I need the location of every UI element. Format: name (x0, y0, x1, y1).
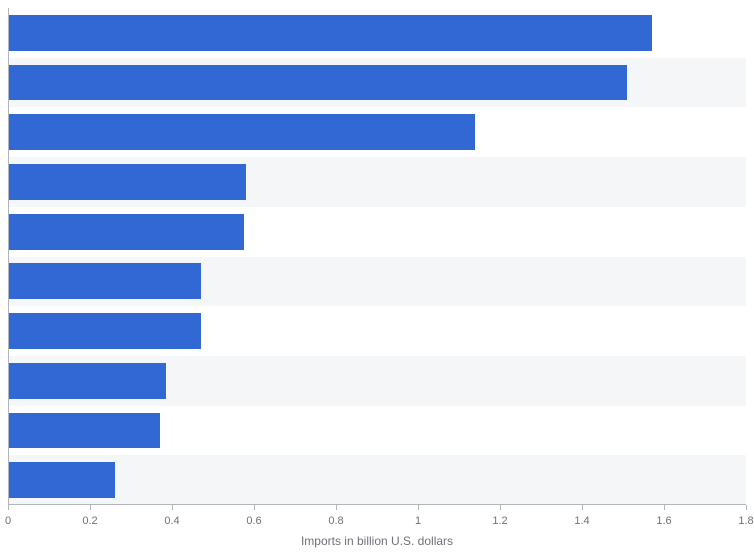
x-axis-label: Imports in billion U.S. dollars (0, 534, 754, 548)
plot-area (8, 8, 746, 505)
x-tick (336, 505, 337, 510)
x-tick (746, 505, 747, 510)
x-tick-label: 1.4 (574, 515, 589, 527)
chart-bar (8, 313, 201, 349)
x-tick (172, 505, 173, 510)
chart-row (8, 157, 746, 207)
x-tick-label: 0.4 (164, 515, 179, 527)
x-tick-label: 0.6 (246, 515, 261, 527)
chart-bar (8, 413, 160, 449)
x-tick (664, 505, 665, 510)
x-tick-label: 0 (5, 515, 11, 527)
chart-bar (8, 15, 652, 51)
chart-bar (8, 363, 166, 399)
y-axis-line (8, 8, 9, 505)
chart-bar (8, 65, 627, 101)
chart-row (8, 257, 746, 307)
chart-bar (8, 263, 201, 299)
chart-bar (8, 114, 475, 150)
x-tick (582, 505, 583, 510)
x-tick-label: 1.6 (656, 515, 671, 527)
chart-bar (8, 214, 244, 250)
x-tick (254, 505, 255, 510)
chart-row (8, 306, 746, 356)
chart-row (8, 107, 746, 157)
chart-bar (8, 164, 246, 200)
x-tick-label: 1.2 (492, 515, 507, 527)
x-tick (418, 505, 419, 510)
chart-row (8, 406, 746, 456)
imports-bar-chart: 0 0.2 0.4 0.6 0.8 1 1.2 1.4 1.6 1.8 Imports in bi… (0, 0, 754, 560)
x-tick (90, 505, 91, 510)
x-tick-label: 1 (415, 515, 421, 527)
x-tick-label: 0.2 (82, 515, 97, 527)
x-tick (8, 505, 9, 510)
x-axis-line (8, 504, 746, 505)
x-tick (500, 505, 501, 510)
chart-row (8, 455, 746, 505)
x-tick-label: 1.8 (738, 515, 753, 527)
chart-row (8, 58, 746, 108)
chart-row (8, 207, 746, 257)
chart-row (8, 356, 746, 406)
chart-bar (8, 462, 115, 498)
x-tick-label: 0.8 (328, 515, 343, 527)
chart-row (8, 8, 746, 58)
